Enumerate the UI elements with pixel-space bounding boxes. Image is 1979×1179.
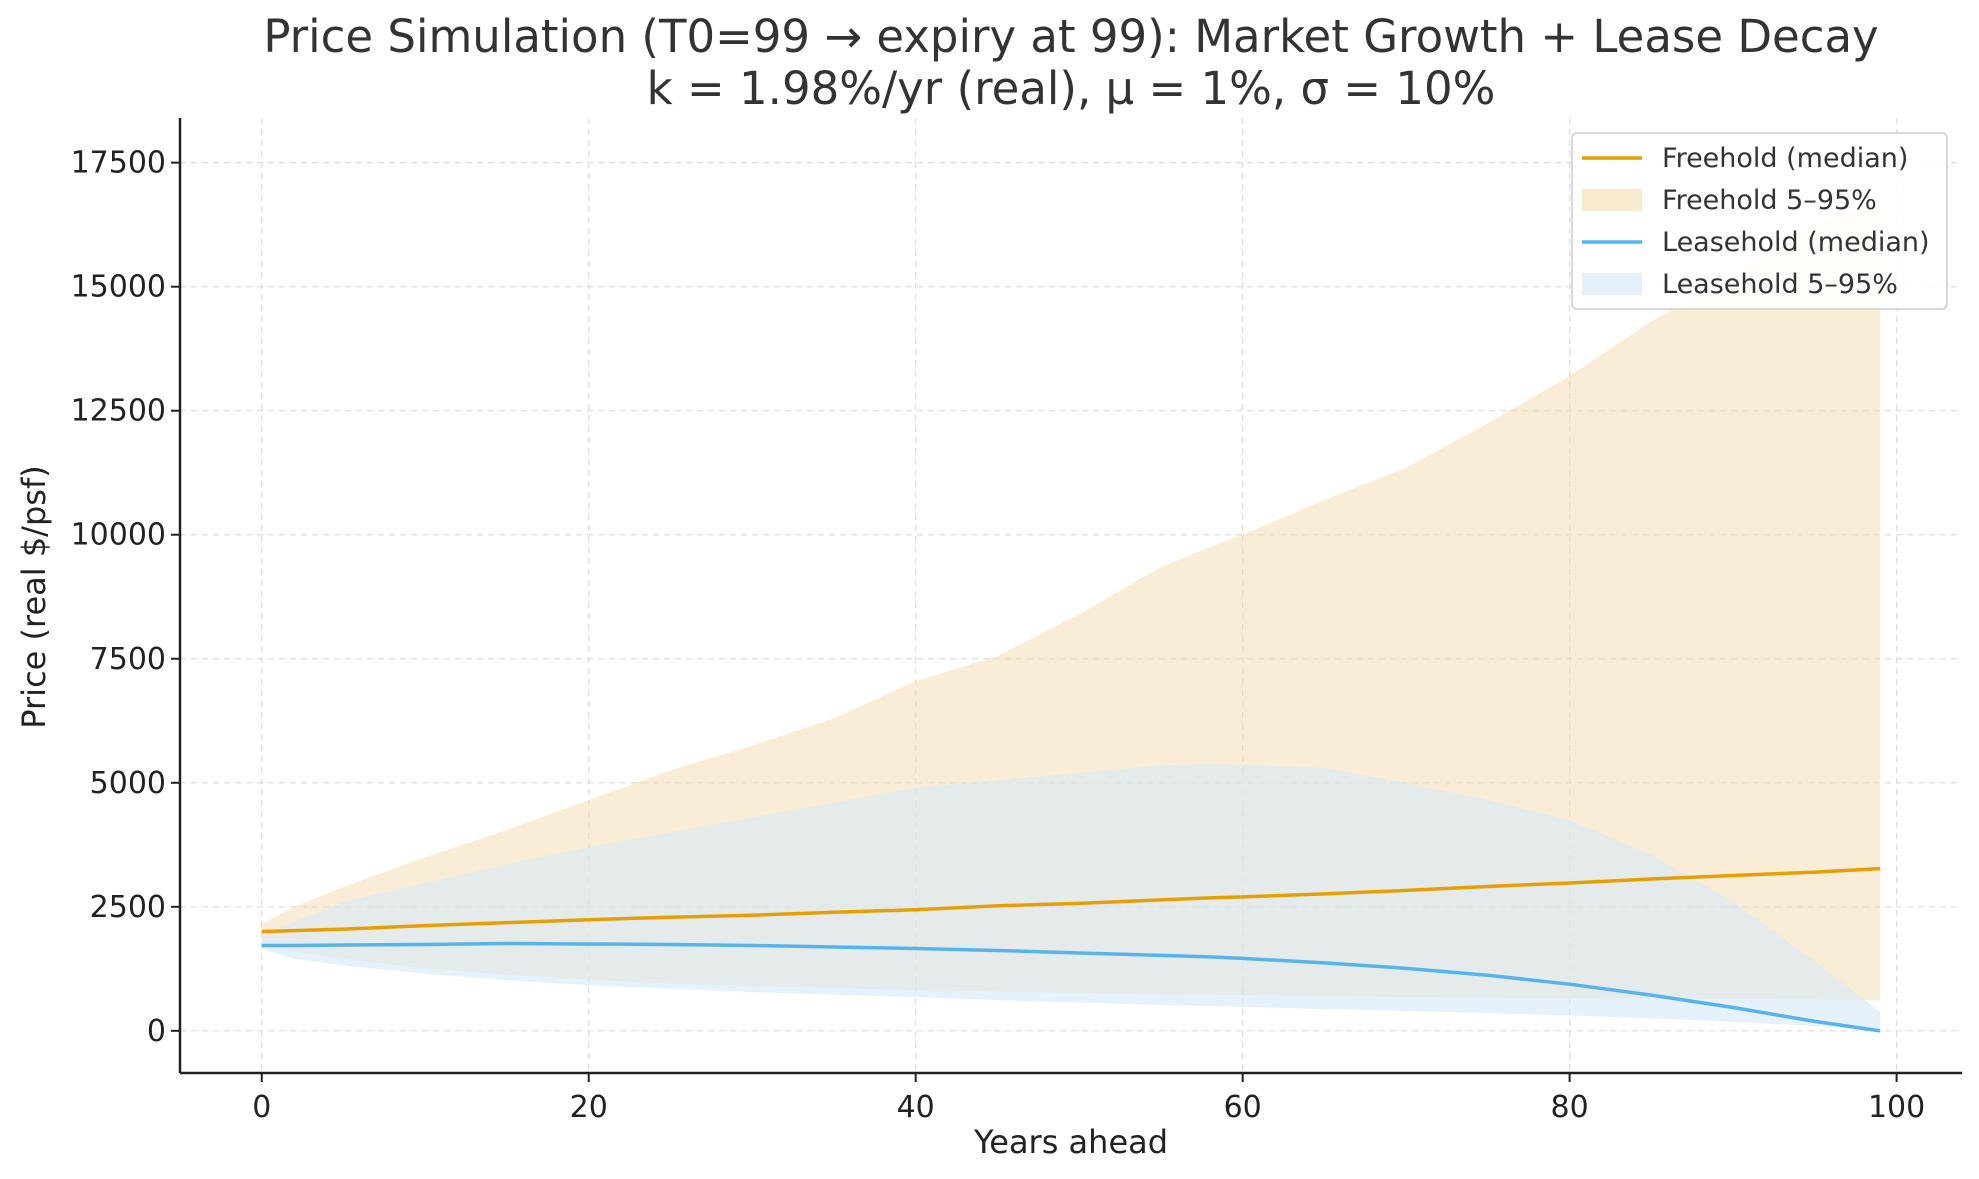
legend-box [1571,132,1948,310]
y-tick-label: 7500 [90,642,166,677]
y-tick-label: 10000 [71,518,166,553]
legend-label: Freehold (median) [1662,143,1908,174]
x-tick-label: 40 [897,1090,935,1125]
legend-label: Freehold 5–95% [1662,185,1877,216]
x-tick-label: 60 [1224,1090,1262,1125]
leasehold-median-line [261,941,1881,1033]
legend: Freehold (median) Freehold 5–95% Leasehold… [1571,132,1948,310]
legend-label: Leasehold (median) [1662,227,1930,258]
y-tick-label: 2500 [90,890,166,925]
legend-swatch-freehold-band [1582,189,1642,211]
x-ticks: 0 20 40 60 80 100 [252,1073,1925,1125]
leasehold-band [261,763,1881,1031]
x-axis-label: Years ahead [973,1123,1168,1161]
x-tick-label: 80 [1551,1090,1589,1125]
y-tick-label: 12500 [71,394,166,429]
y-tick-label: 0 [147,1014,166,1049]
legend-items: Freehold (median) Freehold 5–95% Leasehold… [1582,143,1930,300]
x-tick-label: 20 [570,1090,608,1125]
y-ticks: 0 2500 5000 7500 10000 12500 15000 17500 [71,146,180,1049]
y-axis-label: Price (real $/psf) [15,465,53,728]
x-tick-label: 0 [252,1090,271,1125]
y-tick-label: 17500 [71,146,166,181]
legend-label: Leasehold 5–95% [1662,269,1898,300]
axis-layer [178,118,1962,1075]
y-tick-label: 5000 [90,766,166,801]
x-tick-label: 100 [1868,1090,1925,1125]
chart-subtitle: k = 1.98%/yr (real), μ = 1%, σ = 10% [647,62,1496,115]
legend-swatch-leasehold-band [1582,273,1642,295]
band-layer [261,204,1881,1031]
line-layer [261,866,1881,1033]
y-tick-label: 15000 [71,270,166,305]
chart-title: Price Simulation (T0=99 → expiry at 99):… [263,10,1878,63]
freehold-median-line [261,866,1881,934]
